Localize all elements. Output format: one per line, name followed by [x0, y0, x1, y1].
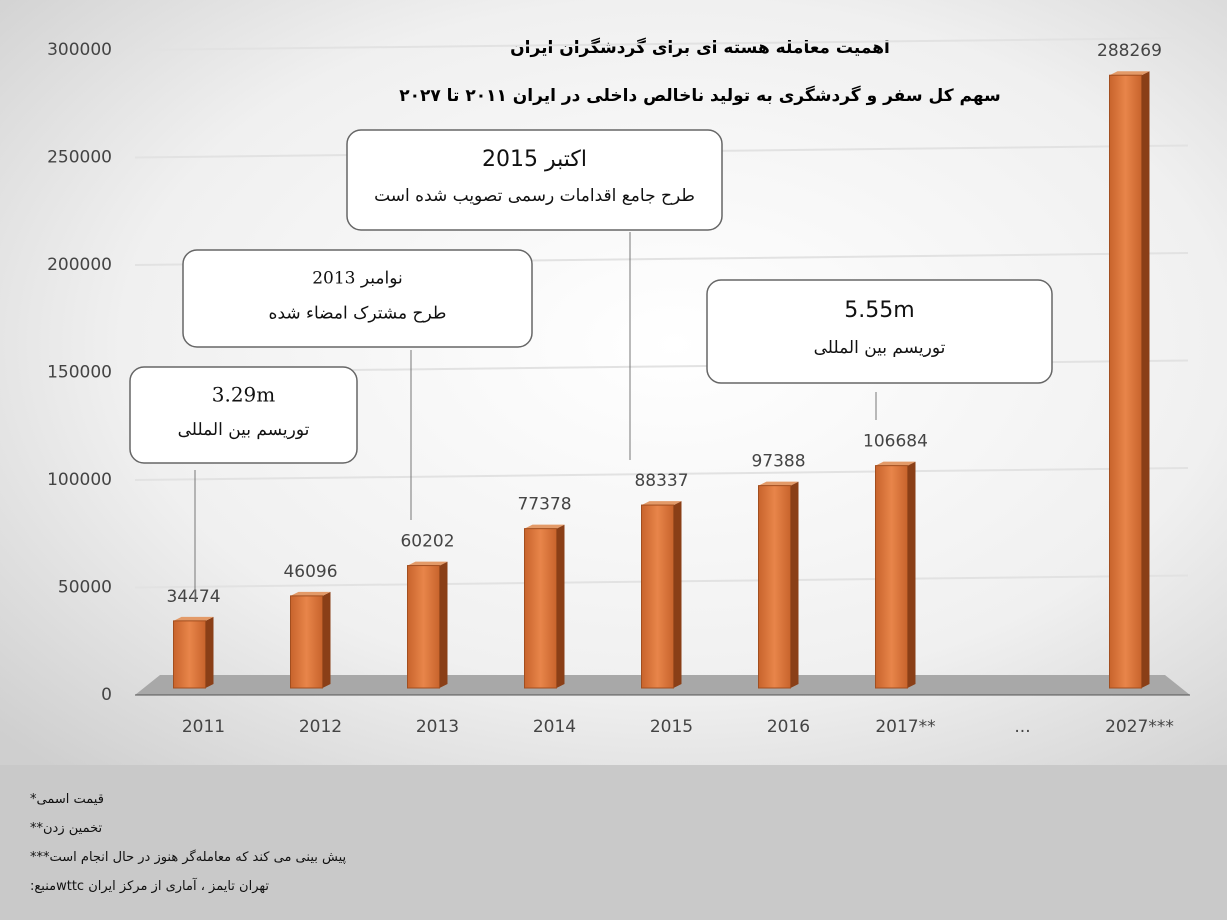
annotation-text: توریسم بین المللی — [814, 338, 946, 358]
value-label: 288269 — [1097, 41, 1162, 61]
bar — [758, 485, 791, 689]
annotation-box — [129, 366, 358, 464]
value-label: 88337 — [634, 471, 688, 491]
x-tick-label: 2027*** — [1105, 717, 1174, 737]
chart-title: اهمیت معامله هسته ای برای گردشگران ایران — [510, 37, 890, 58]
bar-side — [322, 591, 331, 688]
x-tick-label: ... — [1014, 717, 1030, 737]
x-tick-label: 2013 — [416, 717, 459, 737]
bar-side — [673, 501, 682, 688]
x-tick-label: 2017** — [875, 717, 935, 737]
x-tick-label: 2011 — [182, 717, 225, 737]
value-label: 46096 — [283, 562, 337, 582]
y-tick-label: 0 — [101, 685, 112, 705]
x-tick-label: 2015 — [650, 717, 693, 737]
y-tick-label: 150000 — [47, 363, 112, 383]
footnote: قیمت اسمی* — [30, 792, 104, 807]
value-label: 77378 — [517, 495, 571, 515]
footnotes: قیمت اسمی* تخمین زدن** پیش بینی می کند که … — [30, 785, 346, 901]
annotation-text: طرح جامع اقدامات رسمی تصویب شده است — [374, 186, 695, 206]
x-tick-label: 2014 — [533, 717, 576, 737]
annotation-box — [182, 249, 533, 348]
bar — [641, 504, 674, 689]
y-tick-label: 250000 — [47, 148, 112, 168]
bar — [407, 565, 440, 689]
bar — [290, 595, 323, 689]
y-tick-label: 100000 — [47, 470, 112, 490]
value-label: 97388 — [751, 452, 805, 472]
footnote: تخمین زدن** — [30, 821, 103, 836]
grid-line — [134, 37, 1189, 51]
bar-side — [439, 561, 448, 688]
bar-top — [524, 524, 565, 529]
annotation-text: 3.29m — [212, 382, 276, 406]
bar-side — [1141, 71, 1150, 688]
value-label: 34474 — [166, 587, 220, 607]
bar-top — [290, 591, 331, 596]
y-tick-label: 50000 — [58, 578, 112, 598]
bar-side — [790, 481, 799, 688]
bar-top — [1109, 71, 1150, 76]
value-label: 106684 — [863, 432, 928, 452]
grid-line — [134, 467, 1189, 481]
annotation-box — [346, 129, 723, 231]
bar-side — [556, 524, 565, 688]
footnote: پیش بینی می کند که معامله‌گر هنوز در حال… — [30, 850, 347, 865]
bar — [173, 620, 206, 689]
chart: اهمیت معامله هسته ای برای گردشگران ایران… — [0, 0, 1227, 765]
y-tick-label: 200000 — [47, 255, 112, 275]
bar-top — [173, 616, 214, 621]
bar-side — [907, 461, 916, 688]
y-tick-label: 300000 — [47, 40, 112, 60]
bar-top — [875, 461, 916, 466]
annotation-text: اکتبر 2015 — [482, 147, 587, 172]
bar — [1109, 74, 1142, 689]
x-tick-label: 2012 — [299, 717, 342, 737]
annotation-text: نوامبر 2013 — [312, 269, 403, 289]
bar — [875, 465, 908, 689]
bar-top — [641, 501, 682, 506]
x-tick-label: 2016 — [767, 717, 810, 737]
bar-top — [758, 481, 799, 486]
value-label: 60202 — [400, 532, 454, 552]
annotation-text: توریسم بین المللی — [178, 420, 310, 440]
annotation-text: 5.55m — [844, 298, 914, 323]
bar — [524, 528, 557, 689]
bar-top — [407, 561, 448, 566]
annotation-box — [706, 279, 1053, 384]
footnote: تهران تایمز ، آماری از مرکز ایران wttcمن… — [30, 879, 269, 894]
annotation-text: طرح مشترک امضاء شده — [269, 304, 447, 324]
chart-subtitle: سهم کل سفر و گردشگری به تولید ناخالص داخ… — [399, 85, 1001, 106]
bar-side — [205, 616, 214, 688]
